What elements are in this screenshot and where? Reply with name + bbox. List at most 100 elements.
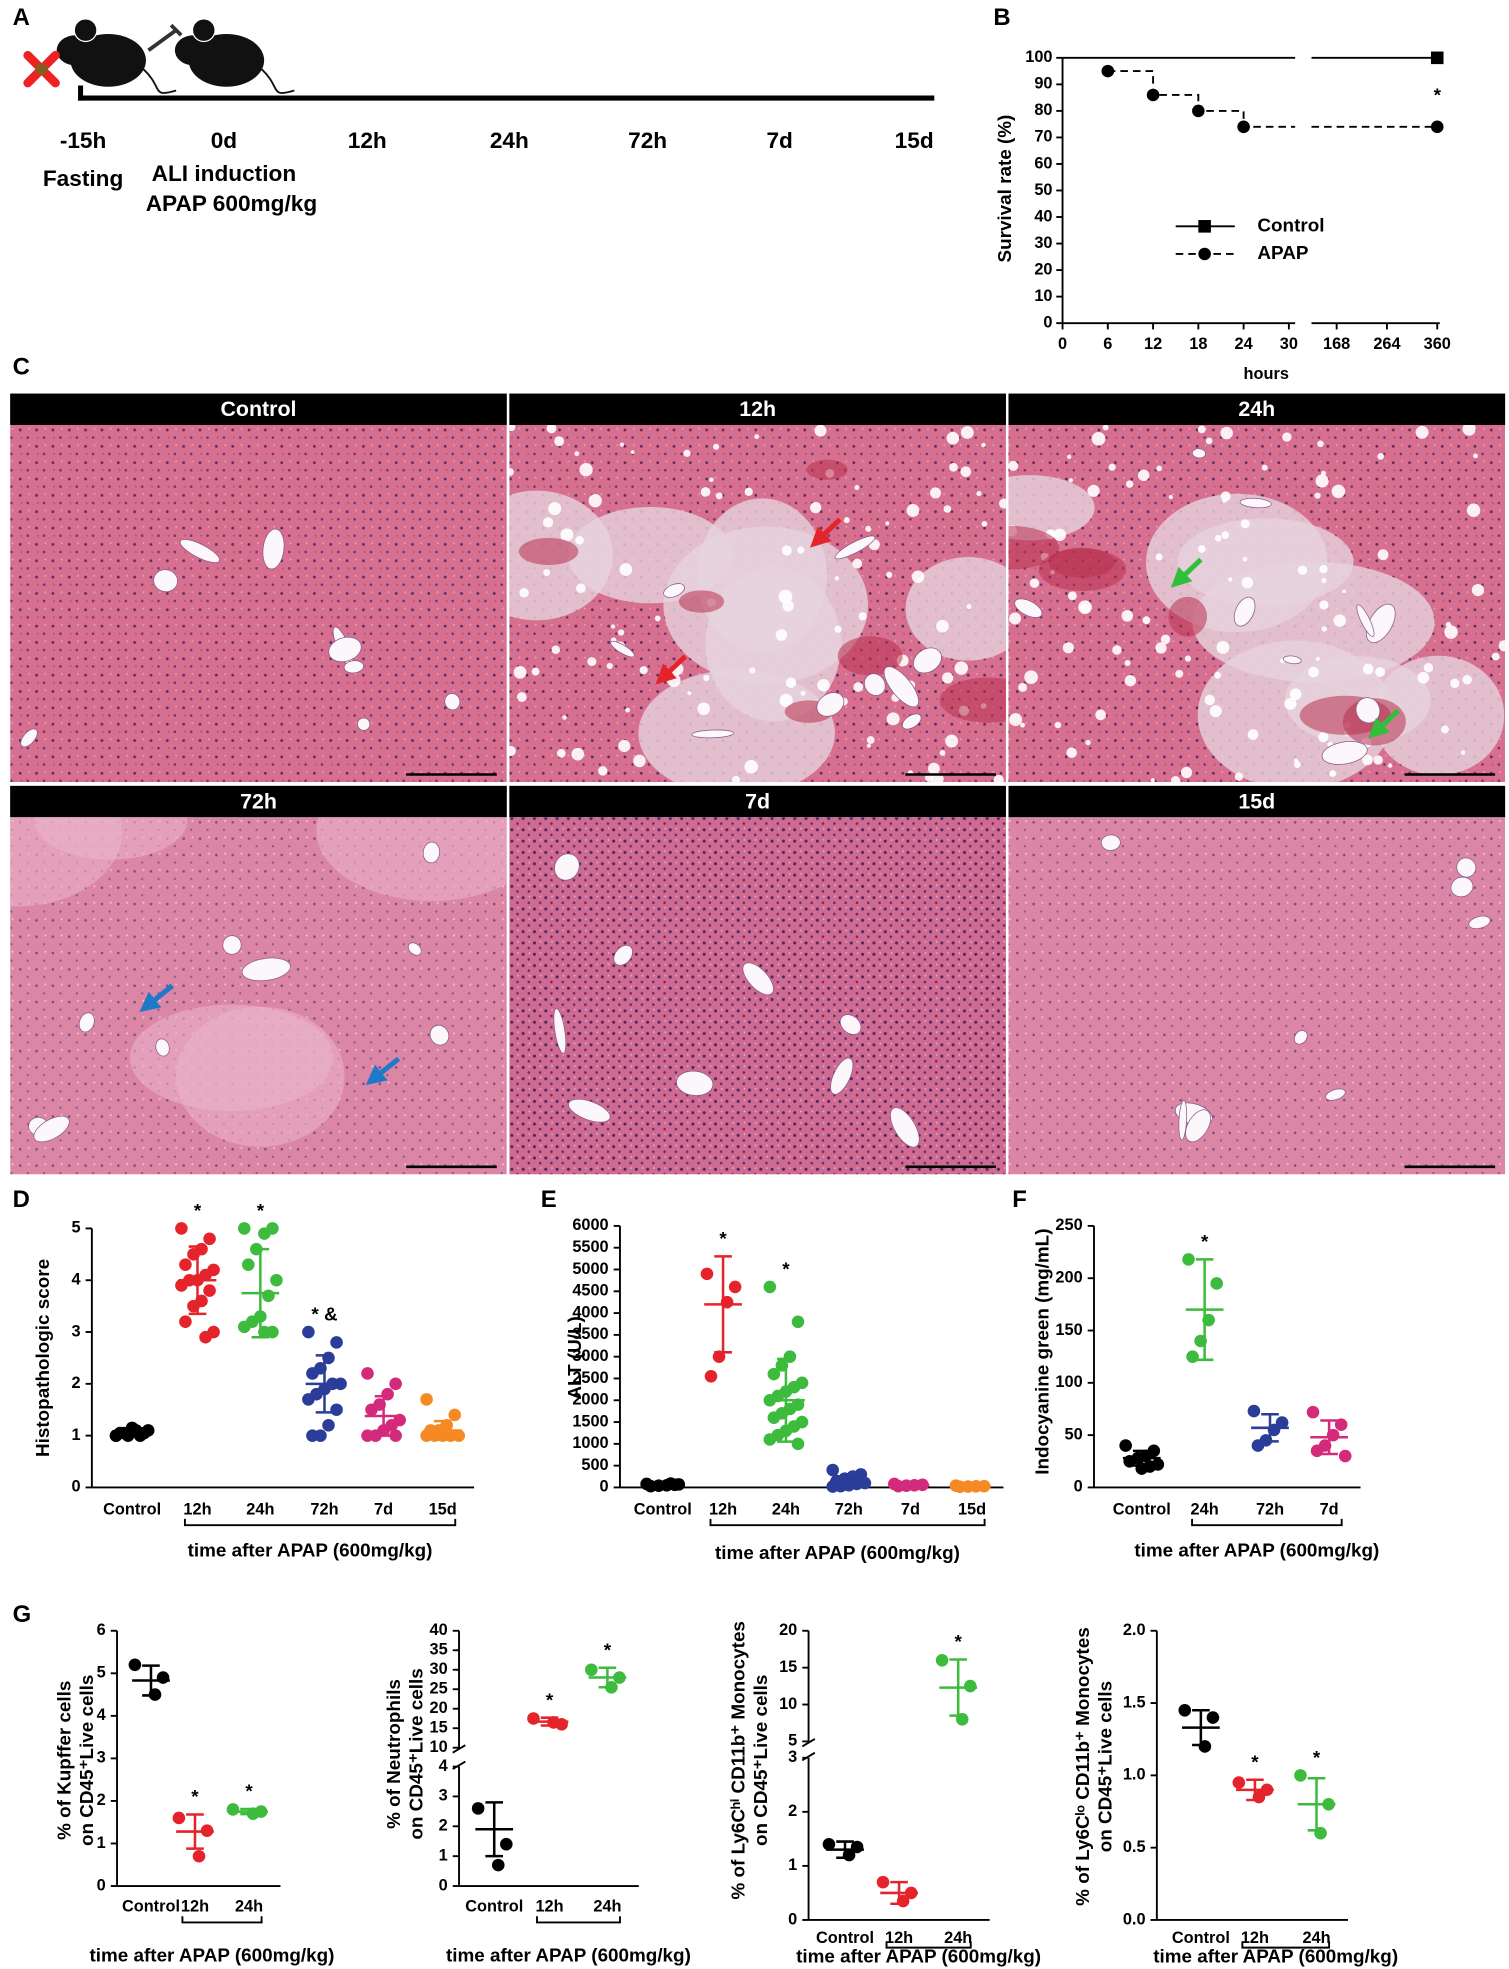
x-tick-label: 24h (235, 1898, 263, 1916)
x-tick-label: Control (816, 1929, 874, 1947)
vacuole (579, 463, 593, 477)
timeline-label: 72h (628, 128, 667, 153)
x-tick-label: Control (1113, 1500, 1171, 1518)
vacuole (625, 707, 631, 713)
data-point (179, 1258, 192, 1271)
annotation: * (719, 1228, 727, 1249)
vacuole (779, 693, 793, 708)
vessel (1450, 876, 1474, 898)
data-point (330, 1336, 343, 1349)
hemorrhage (1168, 596, 1208, 637)
data-point (1232, 1776, 1246, 1789)
x-tick-label: 7d (374, 1500, 393, 1518)
marker (1192, 104, 1205, 118)
y-tick-label: 40 (430, 1621, 448, 1639)
vacuole (1125, 480, 1134, 488)
bracket (1191, 1518, 1343, 1527)
y-tick-label: 3000 (572, 1347, 608, 1365)
vacuole (906, 504, 920, 517)
data-point (242, 1258, 255, 1271)
bracket (536, 1916, 621, 1924)
vacuole (1375, 667, 1386, 678)
y-tick-label: 50 (1034, 181, 1052, 199)
hemorrhage (1038, 548, 1127, 592)
vacuole (1029, 578, 1040, 588)
vacuole (800, 690, 806, 696)
data-point (448, 1408, 462, 1422)
y-tick-label: 1500 (572, 1412, 608, 1430)
mouse-icons (23, 18, 295, 94)
y-tick-label: 2 (71, 1374, 80, 1392)
vacuole (960, 426, 974, 439)
panel-title: 12h (739, 397, 776, 421)
vacuole (1009, 713, 1023, 727)
vacuole (1318, 732, 1329, 743)
vacuole (1112, 645, 1122, 655)
legend-marker (1198, 247, 1211, 261)
y-tick-label: 40 (1034, 207, 1052, 225)
y-tick-label: 1.5 (1123, 1693, 1146, 1711)
vacuole (1241, 576, 1254, 589)
vacuole (885, 521, 890, 526)
pale-area (316, 817, 507, 902)
y-axis-label: % of Kupffer cells (53, 1681, 74, 1840)
annotation: * (955, 1631, 963, 1652)
arrow (365, 1056, 401, 1086)
annotation: * (1313, 1747, 1321, 1768)
vessel (429, 1024, 450, 1046)
vacuole (993, 774, 1004, 783)
vacuole (1471, 584, 1485, 597)
marker (1237, 120, 1250, 134)
y-tick-label: 0 (71, 1478, 80, 1496)
data-point (302, 1325, 315, 1339)
data-point (471, 1802, 485, 1815)
timeline-note: Fasting (43, 166, 123, 191)
vacuole (1214, 671, 1221, 679)
vacuole (1234, 772, 1244, 781)
x-tick-label: Control (634, 1500, 692, 1518)
y-tick-label: 15 (430, 1719, 448, 1737)
vacuole (1066, 747, 1077, 758)
panel-header (1008, 393, 1506, 425)
x-tick-label: 7d (901, 1500, 920, 1518)
data-point (203, 1232, 216, 1246)
vessel (613, 944, 633, 966)
histology-panel: Control (10, 393, 507, 783)
bracket (1241, 1941, 1331, 1949)
y-tick-label: 2 (439, 1817, 448, 1835)
vacuole (924, 773, 934, 782)
vessel (1282, 655, 1302, 665)
vacuole (781, 545, 792, 556)
data-point (527, 1712, 540, 1725)
y-tick-label: 4 (97, 1706, 106, 1724)
vessel (1456, 857, 1477, 878)
data-point (128, 1658, 142, 1672)
histology-panel: 15d (1008, 785, 1506, 1175)
vacuole (865, 525, 872, 532)
x-tick-label: 18 (1189, 335, 1207, 353)
x-tick-label: 264 (1373, 335, 1400, 353)
vessel (610, 640, 635, 658)
vacuole (1197, 545, 1206, 553)
x-tick-label: 15d (429, 1500, 457, 1518)
data-point (763, 1433, 777, 1446)
annotation: * & (311, 1304, 338, 1325)
y-tick-label: 2 (788, 1802, 797, 1820)
y-tick-label: 6000 (572, 1216, 608, 1234)
vessel (407, 942, 422, 956)
vacuole (1315, 657, 1320, 662)
y-tick-label: 3 (439, 1787, 448, 1805)
vacuole (1108, 463, 1116, 471)
vacuole (1085, 739, 1091, 746)
data-point (262, 1289, 275, 1303)
hemorrhage (1008, 525, 1060, 570)
y-tick-label: 5 (788, 1732, 797, 1750)
y-tick-label: 2000 (572, 1391, 608, 1409)
micrograph (1008, 817, 1506, 1175)
y-axis-label: on CD45⁺Live cells (1095, 1681, 1116, 1852)
marker (1146, 88, 1160, 102)
vacuole (1087, 484, 1100, 497)
vacuole (949, 462, 958, 472)
vacuole (548, 502, 562, 516)
y-tick-label: 0 (97, 1876, 106, 1894)
